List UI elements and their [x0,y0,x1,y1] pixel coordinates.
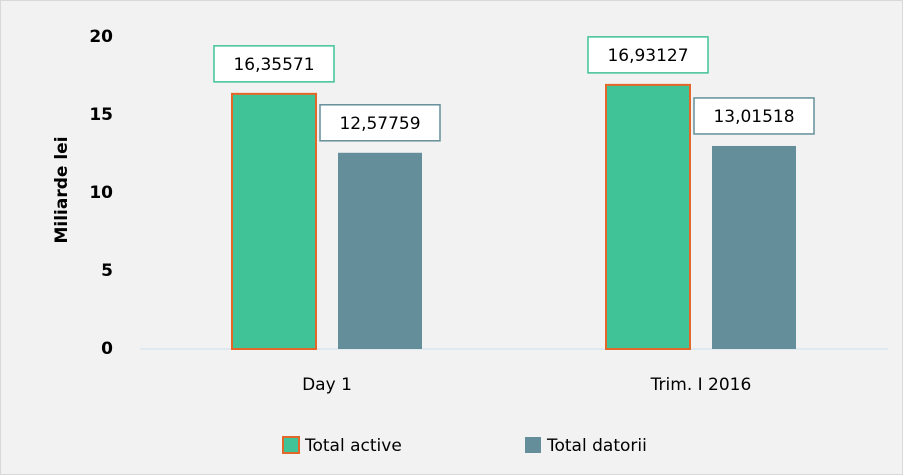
y-tick-label: 10 [89,183,113,203]
data-label-box [213,45,335,83]
data-label: 16,93127 [607,46,688,66]
legend-label: Total active [304,436,402,456]
x-tick-label: Day 1 [302,375,352,395]
y-tick-label: 20 [89,27,113,47]
data-label-box [319,104,441,142]
legend-label: Total datorii [546,436,647,456]
y-axis-label: Miliarde lei [52,136,72,243]
y-tick-label: 0 [101,339,113,359]
x-tick-label: Trim. I 2016 [650,375,752,395]
data-label: 13,01518 [713,107,794,127]
bar [338,152,422,349]
data-label: 12,57759 [339,114,420,134]
bar [605,83,691,350]
y-tick-label: 15 [89,105,113,125]
data-label: 16,35571 [233,55,314,75]
bar [231,92,317,350]
y-tick-label: 5 [101,261,113,281]
bar [712,145,796,349]
legend-swatch [525,437,541,453]
data-label-box [587,36,709,74]
legend-swatch [282,436,300,454]
data-label-box [693,97,815,135]
